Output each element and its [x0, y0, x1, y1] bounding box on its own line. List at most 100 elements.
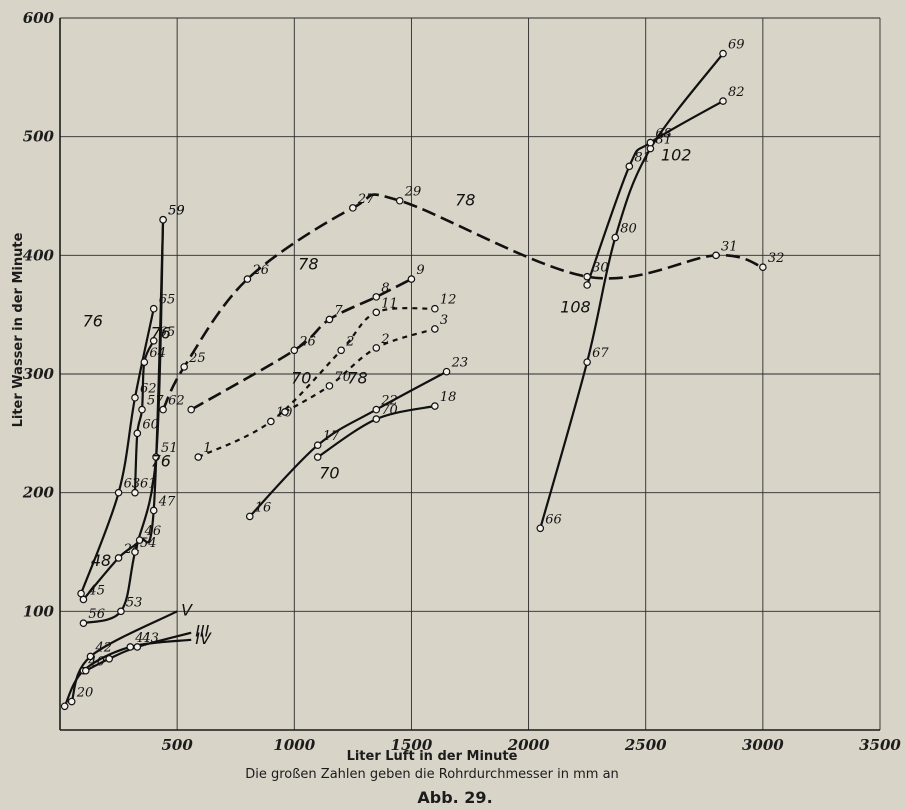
- diameter-label: 70: [319, 463, 339, 482]
- series-curve-12: [249, 370, 448, 518]
- point-label: 62: [140, 382, 157, 397]
- data-point: [349, 204, 357, 212]
- point-label: 25: [188, 351, 206, 366]
- point-label: 2: [345, 334, 354, 349]
- y-axis-title: Liter Wasser in der Minute: [11, 232, 26, 427]
- diameter-label: 76: [151, 452, 171, 471]
- point-label: 9: [416, 263, 424, 278]
- data-point: [152, 453, 160, 461]
- diameter-label: 48: [91, 551, 111, 570]
- tick-labels: 500 1000 1500 2000 2500 3000 35001002003004005…: [22, 9, 902, 754]
- point-label: 80: [620, 222, 637, 237]
- point-label: 26: [251, 263, 269, 278]
- series-curve-2: [63, 638, 192, 707]
- data-point: [719, 49, 727, 58]
- point-label: 51: [161, 441, 178, 456]
- data-point: [431, 325, 439, 333]
- point-label: 65: [159, 325, 176, 340]
- axes: [59, 18, 880, 731]
- x-tick-label: 2500: [624, 736, 667, 754]
- x-tick-label: 500: [161, 736, 193, 754]
- data-point: [117, 607, 125, 616]
- data-point: [133, 429, 142, 438]
- point-label: 27: [357, 192, 375, 207]
- data-point: [60, 702, 69, 711]
- point-label: 57: [147, 394, 164, 409]
- point-label: 23: [451, 356, 469, 371]
- data-point: [114, 488, 123, 497]
- point-label: 40: [87, 655, 105, 670]
- diameter-label: 78: [347, 368, 367, 387]
- point-label: 26: [298, 334, 316, 349]
- data-point: [583, 272, 591, 281]
- x-axis-title: Liter Luft in der Minute: [347, 749, 518, 764]
- data-point: [245, 512, 254, 521]
- data-point: [395, 196, 404, 205]
- data-point: [431, 304, 439, 313]
- point-label: 56: [88, 607, 105, 622]
- data-point: [131, 488, 139, 497]
- diameter-label: 78: [455, 190, 475, 209]
- point-label: 20: [76, 686, 94, 701]
- point-label: 66: [545, 512, 562, 527]
- data-point: [407, 275, 416, 283]
- data-point: [372, 293, 381, 301]
- point-label: 42: [94, 640, 112, 655]
- y-tick-label: 200: [22, 484, 55, 502]
- data-point: [290, 346, 299, 355]
- data-point: [131, 393, 139, 402]
- data-point: [536, 524, 545, 533]
- diameter-label: 76: [83, 312, 103, 331]
- series-curve-14: [539, 52, 724, 529]
- data-point: [140, 358, 149, 366]
- point-label: 82: [728, 85, 745, 100]
- diameter-label: 102: [661, 145, 692, 164]
- point-label: 32: [768, 251, 785, 266]
- data-point: [337, 346, 345, 355]
- data-point: [372, 415, 381, 423]
- y-tick-label: 300: [23, 365, 55, 383]
- data-point: [126, 643, 135, 651]
- data-point: [180, 363, 188, 371]
- data-point: [625, 162, 634, 171]
- series-curve-15: [586, 100, 724, 286]
- point-label: 54: [140, 536, 157, 551]
- data-point: [712, 251, 720, 260]
- data-point: [149, 304, 158, 313]
- diameter-label: 76: [151, 323, 171, 342]
- data-point: [77, 589, 85, 598]
- data-point: [325, 315, 334, 324]
- point-label: 53: [126, 595, 143, 610]
- y-tick-label: 100: [23, 602, 55, 620]
- data-point: [138, 405, 146, 414]
- point-label: 16: [255, 500, 272, 515]
- point-label: 47: [158, 494, 176, 509]
- point-label: 81: [655, 133, 672, 148]
- point-label: 18: [440, 390, 457, 405]
- diameter-label: 70: [291, 368, 311, 387]
- diameter-label: 78: [298, 255, 318, 274]
- caption: Die großen Zahlen geben die Rohrdurchmes…: [245, 767, 619, 782]
- point-label: 45: [87, 583, 105, 598]
- data-point: [646, 138, 655, 147]
- point-label: 60: [142, 417, 159, 432]
- point-label: IV: [195, 629, 212, 648]
- point-label: 62: [168, 394, 185, 409]
- data-point: [194, 453, 203, 461]
- y-tick-label: 400: [23, 246, 55, 264]
- data-point: [719, 97, 727, 105]
- data-point: [243, 275, 252, 283]
- point-label: 17: [323, 429, 340, 444]
- data-point: [86, 652, 95, 661]
- point-label: 8: [381, 281, 389, 296]
- series-curve-8: [161, 193, 764, 411]
- point-label: 59: [168, 204, 185, 219]
- data-point: [267, 417, 275, 426]
- data-point: [67, 697, 76, 706]
- data-point: [105, 654, 114, 663]
- y-tick-label: 500: [23, 128, 55, 146]
- data-point: [81, 666, 90, 675]
